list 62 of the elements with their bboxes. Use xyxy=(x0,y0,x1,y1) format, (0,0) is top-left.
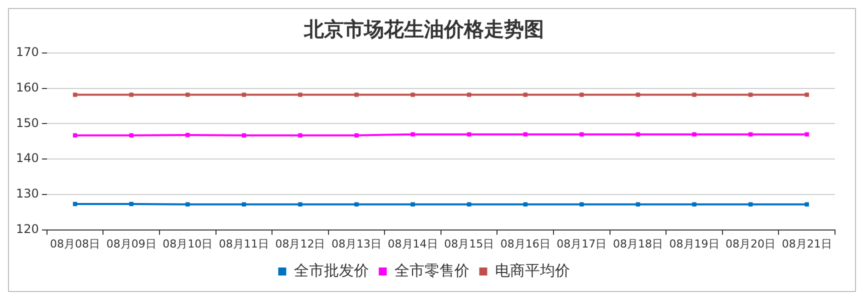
point xyxy=(410,132,415,136)
point xyxy=(242,92,246,97)
point xyxy=(298,202,302,206)
point xyxy=(129,202,134,206)
point xyxy=(466,92,472,97)
legend-label: 电商平均价 xyxy=(494,261,570,280)
point xyxy=(298,133,302,138)
x-tick-label: 08月21日 xyxy=(782,237,832,250)
point xyxy=(523,92,528,97)
x-tick-label: 08月14日 xyxy=(388,237,438,250)
point xyxy=(523,132,528,136)
point xyxy=(580,202,584,206)
point xyxy=(186,202,190,206)
point xyxy=(129,92,134,97)
point xyxy=(354,202,359,206)
x-tick-label: 08月12日 xyxy=(275,237,326,250)
point xyxy=(804,132,809,136)
point xyxy=(692,92,696,97)
point xyxy=(748,202,753,206)
chart-title: 北京市场花生油价格走势图 xyxy=(303,17,544,42)
point xyxy=(748,92,753,97)
point xyxy=(466,202,472,206)
x-tick-label: 08月10日 xyxy=(162,237,213,250)
point xyxy=(580,92,584,97)
point xyxy=(298,92,302,97)
y-tick-label: 160 xyxy=(16,80,39,94)
x-tick-label: 08月16日 xyxy=(500,237,550,250)
y-tick-label: 130 xyxy=(16,186,39,201)
point xyxy=(242,202,246,206)
y-tick-label: 170 xyxy=(16,45,39,60)
point xyxy=(636,92,640,97)
legend-label: 全市零售价 xyxy=(394,261,470,280)
y-tick-label: 150 xyxy=(16,116,39,130)
y-tick-label: 120 xyxy=(16,222,39,236)
point xyxy=(466,132,472,136)
x-tick-label: 08月15日 xyxy=(444,237,494,250)
x-tick-label: 08月17日 xyxy=(556,237,607,250)
x-tick-label: 08月09日 xyxy=(106,237,156,250)
point xyxy=(410,92,415,97)
legend-label: 全市批发价 xyxy=(294,261,369,280)
point xyxy=(636,202,640,206)
x-tick-label: 08月19日 xyxy=(669,237,720,250)
x-tick-label: 08月11日 xyxy=(218,237,269,250)
point xyxy=(129,133,134,138)
point xyxy=(804,92,809,97)
x-tick-label: 08月20日 xyxy=(726,237,776,250)
point xyxy=(186,132,190,138)
point xyxy=(636,132,640,136)
point xyxy=(804,202,809,206)
x-tick-label: 08月13日 xyxy=(332,237,382,250)
x-tick-label: 08月08日 xyxy=(50,237,100,250)
point xyxy=(72,92,78,97)
point xyxy=(410,202,415,206)
y-tick-label: 140 xyxy=(16,151,39,166)
point xyxy=(692,202,696,206)
point xyxy=(748,132,753,136)
point xyxy=(692,132,696,136)
x-tick-label: 08月18日 xyxy=(612,237,663,250)
point xyxy=(523,202,528,206)
point xyxy=(354,92,359,97)
point xyxy=(580,132,584,136)
point xyxy=(186,92,190,97)
